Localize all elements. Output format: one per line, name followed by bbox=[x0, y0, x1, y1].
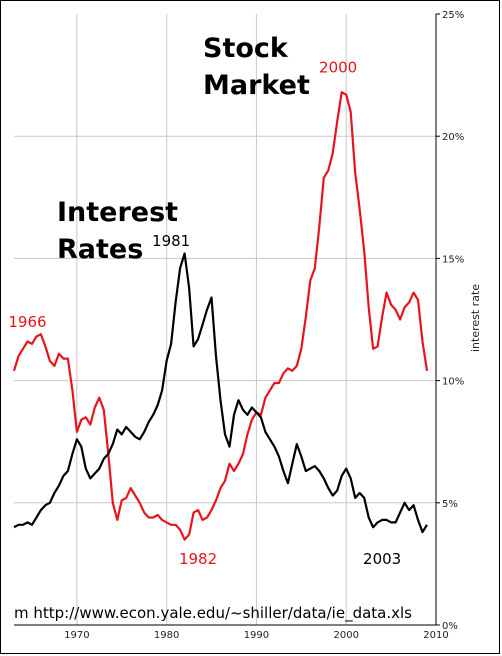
text-layer: Stock Market Interest Rates m http://www… bbox=[8, 33, 482, 623]
x-tick-label: 1990 bbox=[244, 630, 269, 641]
y-tick-label: 15% bbox=[442, 254, 464, 265]
stock-market-label-line1: Stock bbox=[203, 33, 289, 64]
stock-market-label-line2: Market bbox=[203, 70, 310, 101]
x-tick-label: 2010 bbox=[423, 630, 448, 641]
annotation-2003: 2003 bbox=[363, 550, 401, 568]
stock-market-series-line bbox=[12, 91, 429, 541]
annotation-1982: 1982 bbox=[179, 550, 217, 568]
y-tick-label: 0% bbox=[442, 621, 458, 632]
interest-rate-series-line bbox=[13, 252, 428, 534]
y-tick-label: 10% bbox=[442, 377, 464, 388]
source-url: m http://www.econ.yale.edu/~shiller/data… bbox=[14, 604, 412, 623]
y-tick-label: 25% bbox=[442, 10, 464, 21]
grid bbox=[14, 14, 436, 625]
y-axis-label: interest rate bbox=[469, 284, 482, 352]
series-layer bbox=[12, 91, 429, 541]
interest-rates-label-line2: Rates bbox=[57, 234, 143, 265]
annotation-2000: 2000 bbox=[319, 59, 357, 77]
interest-rates-label-line1: Interest bbox=[57, 197, 178, 228]
x-tick-label: 1980 bbox=[154, 630, 179, 641]
annotation-1981: 1981 bbox=[152, 232, 190, 250]
x-tick-label: 2000 bbox=[333, 630, 358, 641]
x-tick-label: 1970 bbox=[64, 630, 89, 641]
annotation-1966: 1966 bbox=[8, 313, 46, 331]
y-tick-label: 5% bbox=[442, 499, 458, 510]
y-tick-label: 20% bbox=[442, 132, 464, 143]
